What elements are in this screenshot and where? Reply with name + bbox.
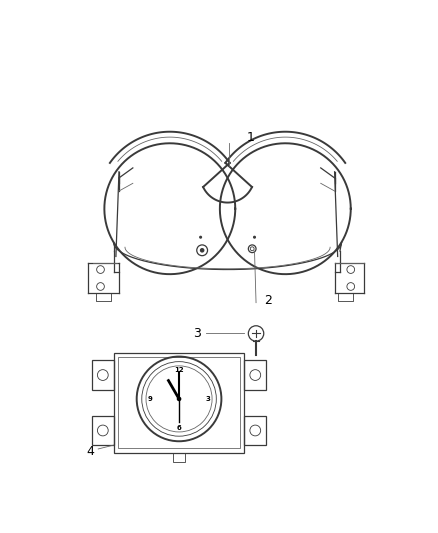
Text: 9: 9 <box>148 396 153 402</box>
Bar <box>92 360 113 390</box>
Text: 6: 6 <box>177 425 181 431</box>
Circle shape <box>199 236 202 239</box>
Circle shape <box>177 397 181 401</box>
Bar <box>113 353 244 453</box>
Text: 12: 12 <box>174 367 184 373</box>
Bar <box>244 416 266 445</box>
Circle shape <box>200 248 205 253</box>
Bar <box>118 357 240 448</box>
Text: 1: 1 <box>247 131 254 143</box>
Bar <box>173 453 185 462</box>
Text: 4: 4 <box>86 445 94 458</box>
Text: 2: 2 <box>264 294 272 307</box>
Circle shape <box>253 236 256 239</box>
Text: 3: 3 <box>205 396 210 402</box>
Bar <box>92 416 113 445</box>
Bar <box>244 360 266 390</box>
Text: 3: 3 <box>193 327 201 340</box>
